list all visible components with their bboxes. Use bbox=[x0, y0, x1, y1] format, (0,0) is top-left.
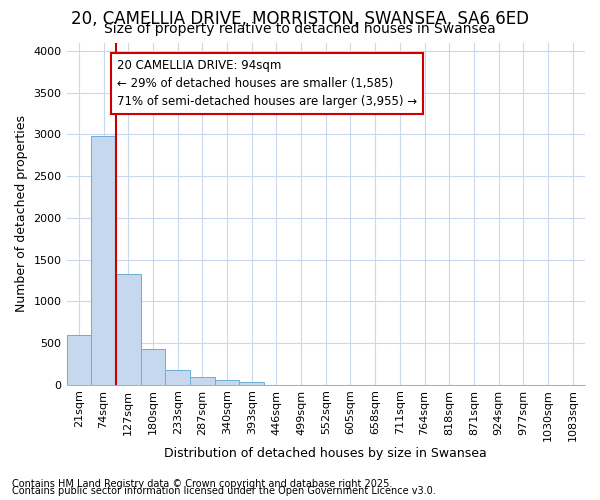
Bar bbox=[140, 349, 165, 384]
X-axis label: Distribution of detached houses by size in Swansea: Distribution of detached houses by size … bbox=[164, 447, 487, 460]
Y-axis label: Number of detached properties: Number of detached properties bbox=[15, 115, 28, 312]
Text: Contains public sector information licensed under the Open Government Licence v3: Contains public sector information licen… bbox=[12, 486, 436, 496]
Bar bbox=[116, 274, 140, 384]
Text: Contains HM Land Registry data © Crown copyright and database right 2025.: Contains HM Land Registry data © Crown c… bbox=[12, 479, 392, 489]
Bar bbox=[67, 334, 91, 384]
Bar bbox=[91, 136, 116, 384]
Bar bbox=[190, 377, 215, 384]
Bar bbox=[215, 380, 239, 384]
Bar bbox=[165, 370, 190, 384]
Bar bbox=[239, 382, 264, 384]
Text: 20, CAMELLIA DRIVE, MORRISTON, SWANSEA, SA6 6ED: 20, CAMELLIA DRIVE, MORRISTON, SWANSEA, … bbox=[71, 10, 529, 28]
Text: 20 CAMELLIA DRIVE: 94sqm
← 29% of detached houses are smaller (1,585)
71% of sem: 20 CAMELLIA DRIVE: 94sqm ← 29% of detach… bbox=[117, 59, 417, 108]
Text: Size of property relative to detached houses in Swansea: Size of property relative to detached ho… bbox=[104, 22, 496, 36]
